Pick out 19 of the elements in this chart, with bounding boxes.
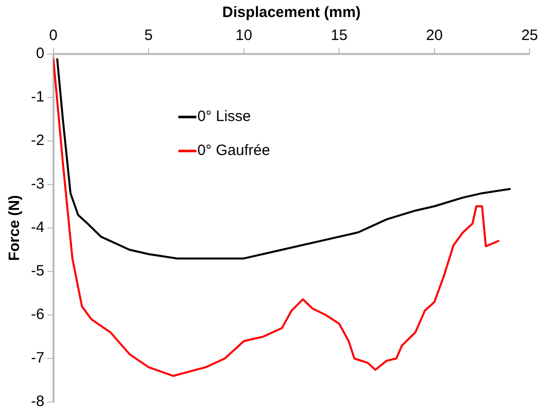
y-tick-label: -4 [30,219,44,236]
y-tick-label: 0 [36,45,44,62]
x-tick-label: 0 [49,27,58,44]
y-tick-label: -3 [30,176,44,193]
x-tick-label: 5 [144,27,153,44]
x-axis-title: Displacement (mm) [222,4,361,22]
y-tick-label: -5 [30,262,44,280]
y-axis-title: Force (N) [6,195,24,261]
y-tick-label: -7 [30,350,44,367]
legend-label: 0° Gaufrée [197,142,270,160]
x-tick-label: 10 [236,27,252,44]
x-tick-label: 25 [521,27,538,44]
y-tick-label: -1 [30,88,44,106]
legend-label: 0° Lisse [197,108,251,126]
x-tick-label: 20 [426,27,443,44]
y-tick-label: -8 [30,393,44,410]
y-tick-label: -2 [30,132,44,150]
x-tick-label: 15 [330,27,348,44]
y-tick-label: -6 [30,306,44,324]
